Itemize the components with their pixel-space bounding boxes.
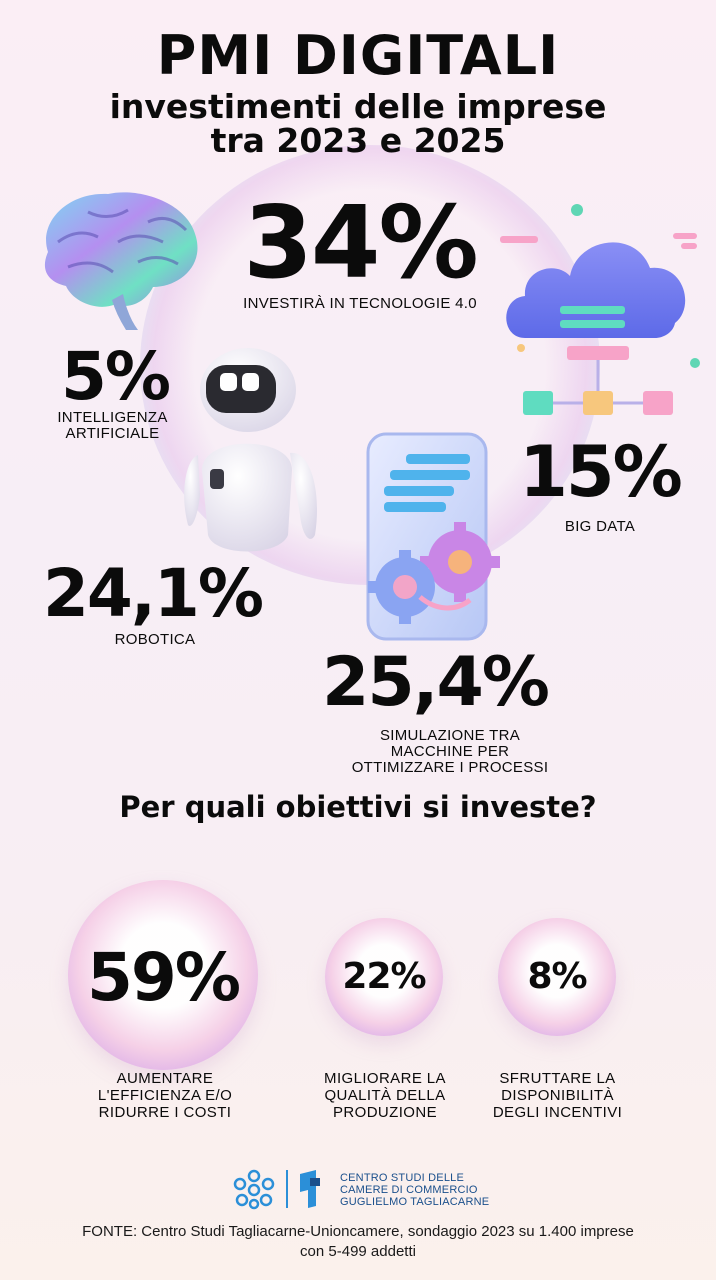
phone-gears-illustration-icon [366,432,500,641]
logo-camere-commercio-icon [233,1169,275,1210]
objective-label-3-line-1: SFRUTTARE LA [499,1070,616,1087]
objective-value-3: 8% [527,956,587,997]
objective-bubble-1 [68,880,258,1070]
stat-main-value: 34% [243,184,478,301]
stat-ai-label-line-1: INTELLIGENZA [57,409,168,426]
objective-label-1-line-2: L'EFFICIENZA E/O [97,1087,233,1104]
robot-illustration-icon [184,348,318,552]
logo-tagliacarne-icon [300,1170,320,1208]
stat-main-label: INVESTIRÀ IN TECNOLOGIE 4.0 [243,295,477,312]
objective-label-3: SFRUTTARE LA DISPONIBILITÀ DEGLI INCENTI… [475,1070,640,1121]
stat-simulazione-label-line-2: MACCHINE PER [390,743,510,760]
objective-value-1: 59% [87,939,241,1016]
footer-org-line-2: CAMERE DI COMMERCIO [340,1184,478,1196]
footer-source-line-1: FONTE: Centro Studi Tagliacarne-Unioncam… [82,1223,634,1240]
objective-label-3-line-3: DEGLI INCENTIVI [492,1104,623,1121]
footer-org-line-3: GUGLIELMO TAGLIACARNE [340,1196,490,1208]
objectives-question: Per quali obiettivi si investe? [119,790,597,824]
brain-illustration-icon [44,192,198,330]
objective-label-1-line-3: RIDURRE I COSTI [98,1104,232,1121]
stat-ai-value: 5% [60,338,171,415]
footer-org: CENTRO STUDI DELLE CAMERE DI COMMERCIO G… [340,1172,540,1208]
stat-bigdata-label: BIG DATA [564,518,636,535]
stat-bigdata-value: 15% [519,431,683,513]
stat-robotica-label: ROBOTICA [114,631,196,648]
logo-divider [286,1170,288,1208]
page-subtitle: investimenti delle imprese tra 2023 e 20… [0,90,716,158]
stat-simulazione-value: 25,4% [322,643,550,722]
stat-simulazione-label-line-3: OTTIMIZZARE I PROCESSI [351,759,549,776]
stat-ai-label-line-2: ARTIFICIALE [65,425,160,442]
page-title: PMI DIGITALI [156,24,560,87]
objective-label-1-line-1: AUMENTARE [116,1070,214,1087]
objective-label-3-line-2: DISPONIBILITÀ [501,1087,614,1104]
objective-label-2-line-1: MIGLIORARE LA [324,1070,446,1087]
subtitle-line-1: investimenti delle imprese [109,87,607,126]
cloud-data-illustration-icon [500,204,700,415]
footer-source-line-2: con 5-499 addetti [300,1243,416,1260]
footer-org-line-1: CENTRO STUDI DELLE [340,1172,465,1184]
stat-robotica-value: 24,1% [43,555,264,632]
objective-label-2: MIGLIORARE LA QUALITÀ DELLA PRODUZIONE [300,1070,470,1121]
stat-ai-label: INTELLIGENZA ARTIFICIALE [40,410,185,442]
objective-value-2: 22% [342,956,426,997]
stat-simulazione-label-line-1: SIMULAZIONE TRA [379,727,521,744]
objective-label-2-line-2: QUALITÀ DELLA [324,1087,446,1104]
objective-label-2-line-3: PRODUZIONE [332,1104,437,1121]
objective-bubble-3 [498,918,616,1036]
objective-bubble-2 [325,918,443,1036]
objective-label-1: AUMENTARE L'EFFICIENZA E/O RIDURRE I COS… [60,1070,270,1121]
footer-source: FONTE: Centro Studi Tagliacarne-Unioncam… [0,1222,716,1262]
subtitle-line-2: tra 2023 e 2025 [210,121,506,160]
stat-simulazione-label: SIMULAZIONE TRA MACCHINE PER OTTIMIZZARE… [320,728,580,776]
